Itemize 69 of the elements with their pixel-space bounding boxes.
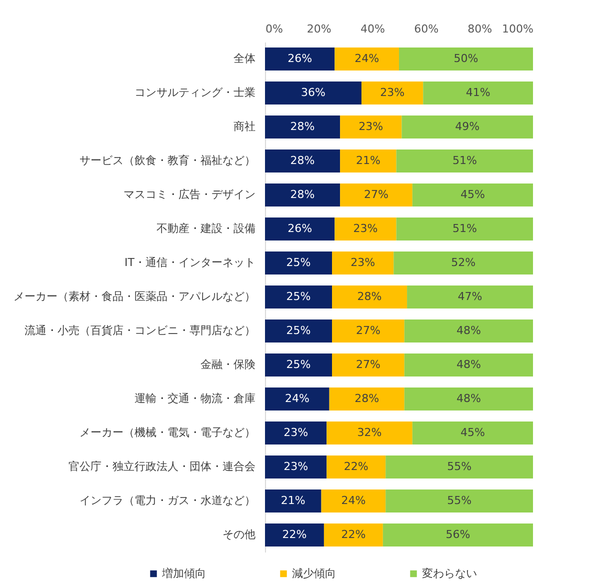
data-label: 41% <box>466 86 490 99</box>
x-tick-label: 20% <box>306 22 332 36</box>
y-tick-label: メーカー（素材・食品・医薬品・アパレルなど） <box>14 290 256 303</box>
data-label: 26% <box>288 222 312 235</box>
data-label: 21% <box>280 494 306 507</box>
y-tick-label: マスコミ・広告・デザイン <box>124 188 256 201</box>
y-tick-label: 金融・保険 <box>200 358 256 371</box>
data-label: 22% <box>344 460 368 473</box>
data-label: 25% <box>286 256 311 269</box>
data-label: 23% <box>284 426 308 439</box>
x-tick-label: 40% <box>360 22 385 36</box>
data-label: 49% <box>455 120 480 133</box>
data-label: 28% <box>290 154 315 167</box>
data-label: 48% <box>456 324 481 337</box>
y-tick-label: 運輸・交通・物流・倉庫 <box>134 392 256 405</box>
data-label: 26% <box>288 52 312 65</box>
y-tick-label: インフラ（電力・ガス・水道など） <box>80 494 256 507</box>
legend-label: 変わらない <box>422 566 477 580</box>
data-label: 36% <box>301 86 326 99</box>
data-label: 21% <box>356 154 380 167</box>
data-label: 28% <box>290 120 315 133</box>
data-label: 22% <box>282 528 307 541</box>
data-label: 25% <box>286 324 311 337</box>
data-label: 55% <box>447 460 472 473</box>
x-tick-label: 80% <box>468 22 492 36</box>
data-label: 52% <box>451 256 476 269</box>
data-label: 27% <box>364 188 388 201</box>
data-label: 22% <box>341 528 366 541</box>
data-label: 24% <box>354 52 380 65</box>
y-tick-label: 不動産・建設・設備 <box>156 222 256 235</box>
data-label: 51% <box>452 154 477 167</box>
data-label: 51% <box>452 222 477 235</box>
y-tick-label: 全体 <box>234 52 256 65</box>
y-tick-label: コンサルティング・士業 <box>134 86 256 99</box>
data-label: 55% <box>447 494 472 507</box>
data-label: 45% <box>460 188 485 201</box>
data-label: 25% <box>286 290 311 303</box>
data-label: 23% <box>350 256 376 269</box>
y-tick-label: メーカー（機械・電気・電子など） <box>80 426 256 439</box>
data-label: 23% <box>358 120 384 133</box>
data-label: 47% <box>458 290 482 303</box>
y-tick-label: 官公庁・独立行政法人・団体・連合会 <box>68 460 256 473</box>
data-label: 23% <box>380 86 405 99</box>
data-label: 23% <box>353 222 378 235</box>
data-label: 48% <box>456 392 481 405</box>
data-label: 28% <box>357 290 382 303</box>
y-tick-label: IT・通信・インターネット <box>124 256 256 269</box>
data-label: 56% <box>446 528 470 541</box>
y-tick-label: サービス（飲食・教育・福祉など） <box>80 154 256 167</box>
data-label: 27% <box>356 358 380 371</box>
data-label: 50% <box>454 52 478 65</box>
y-tick-label: 商社 <box>234 120 256 133</box>
data-label: 23% <box>284 460 308 473</box>
y-tick-label: その他 <box>222 528 256 541</box>
data-label: 32% <box>357 426 382 439</box>
legend-label: 増加傾向 <box>161 566 206 580</box>
x-tick-label: 0% <box>266 22 283 36</box>
data-label: 27% <box>356 324 380 337</box>
y-tick-label: 流通・小売（百貨店・コンビニ・専門店など） <box>24 324 256 337</box>
data-label: 25% <box>286 358 311 371</box>
x-tick-label: 60% <box>414 22 439 36</box>
data-label: 24% <box>284 392 310 405</box>
x-tick-label: 100% <box>502 22 534 36</box>
data-label: 24% <box>341 494 366 507</box>
data-label: 28% <box>290 188 315 201</box>
data-label: 28% <box>354 392 380 405</box>
legend-label: 減少傾向 <box>292 566 336 580</box>
data-label: 48% <box>456 358 481 371</box>
data-label: 45% <box>460 426 485 439</box>
